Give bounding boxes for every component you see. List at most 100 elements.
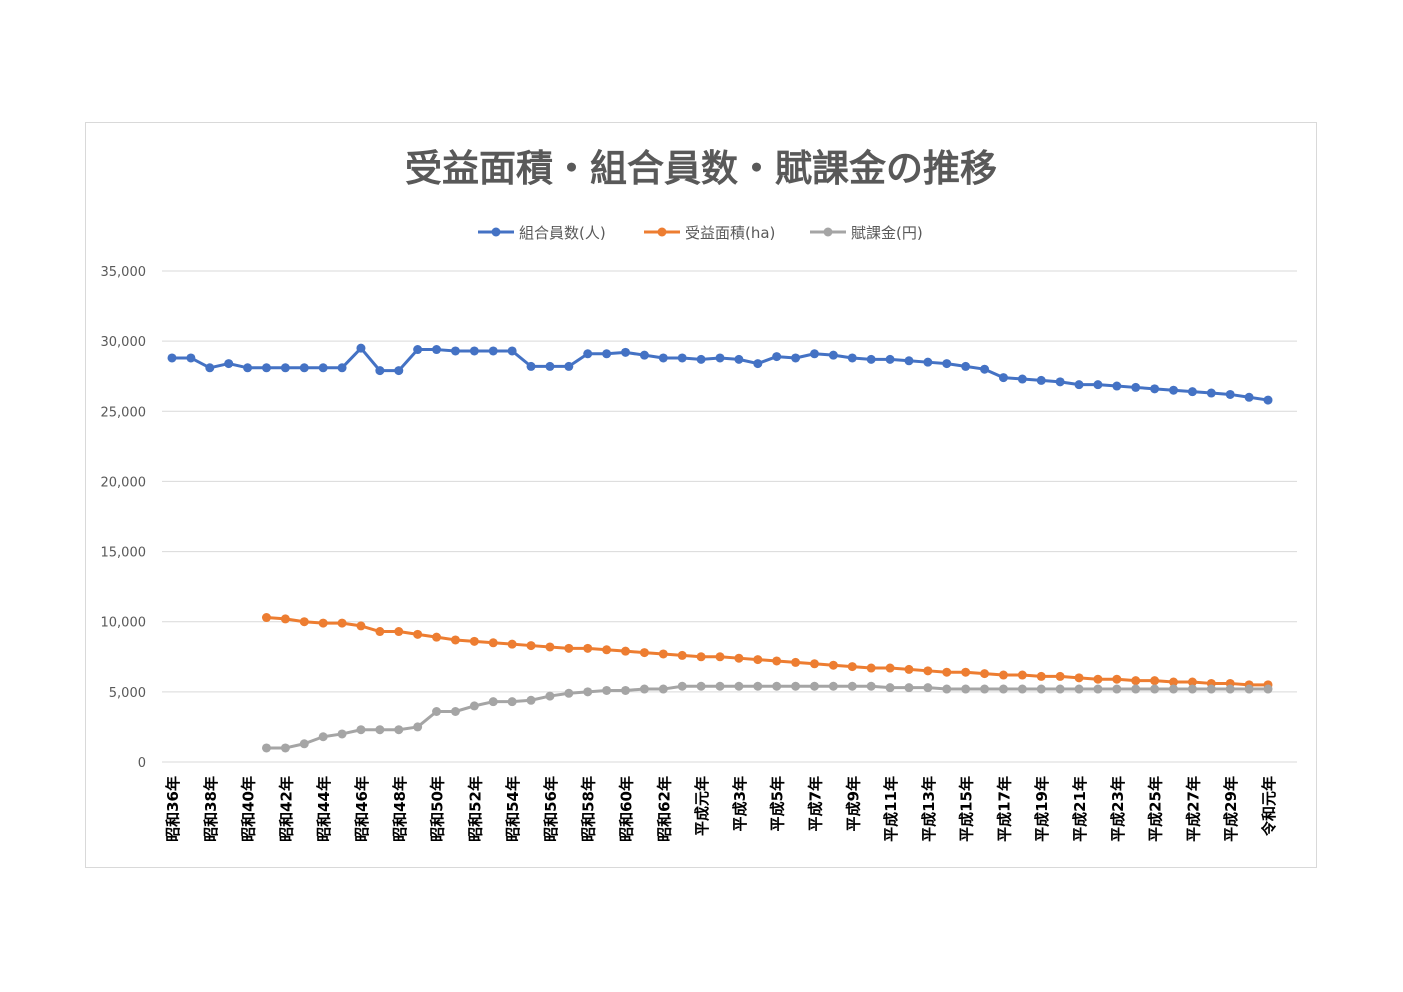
x-tick-label: 昭和36年 [164,776,182,842]
data-point [809,681,819,691]
data-point [299,739,309,749]
data-point [1187,677,1197,687]
x-tick-label: 昭和56年 [542,776,560,842]
data-point [961,684,971,694]
x-tick-label: 昭和60年 [618,776,636,842]
data-point [772,681,782,691]
data-point [507,346,517,356]
data-point [772,352,782,362]
data-point [904,664,914,674]
x-tick-label: 平成元年 [693,776,711,836]
data-point [980,669,990,679]
x-tick-label: 平成27年 [1184,776,1202,842]
data-point [772,656,782,666]
data-point [280,363,290,373]
x-tick-label: 平成13年 [920,776,938,842]
data-point [866,354,876,364]
data-point [1017,670,1027,680]
data-point [696,681,706,691]
y-tick-label: 15,000 [101,546,147,561]
data-point [696,652,706,662]
data-point [243,363,253,373]
data-point [904,356,914,366]
data-point [621,347,631,357]
data-point [885,354,895,364]
data-point [1036,375,1046,385]
x-axis: 昭和36年 昭和38年 昭和40年 昭和42年 昭和44年 昭和46年 昭和48年 昭和50年… [164,776,1278,842]
data-point [1036,671,1046,681]
x-tick-label: 昭和52年 [466,776,484,842]
data-point [469,636,479,646]
x-tick-label: 昭和50年 [429,776,447,842]
data-point [621,685,631,695]
data-point [658,353,668,363]
data-point [375,725,385,735]
data-point [488,346,498,356]
data-point [1244,392,1254,402]
legend-marker [491,227,501,237]
chart-title: 受益面積・組合員数・賦課金の推移 [405,147,997,190]
data-point [677,681,687,691]
data-point [942,359,952,369]
data-point [753,655,763,665]
data-point [507,697,517,707]
data-point [961,667,971,677]
data-point [1263,684,1273,694]
data-point [469,346,479,356]
data-point [356,621,366,631]
x-tick-label: 昭和48年 [391,776,409,842]
data-point [1036,684,1046,694]
data-point [696,354,706,364]
data-point [639,684,649,694]
x-tick-label: 昭和54年 [504,776,522,842]
data-point [1055,377,1065,387]
data-point [998,684,1008,694]
data-point [658,684,668,694]
x-tick-label: 昭和44年 [315,776,333,842]
data-point [526,695,536,705]
y-tick-label: 20,000 [101,475,147,490]
gridlines [162,270,1297,763]
data-point [394,725,404,735]
data-point [942,667,952,677]
data-point [1206,388,1216,398]
legend-marker [657,227,667,237]
data-point [280,743,290,753]
data-point [394,366,404,376]
data-point [1150,684,1160,694]
y-tick-label: 5,000 [109,686,146,701]
series-1 [167,343,1273,405]
data-point [261,363,271,373]
data-point [998,670,1008,680]
x-tick-label: 平成7年 [806,776,824,831]
data-point [1244,684,1254,694]
data-point [318,618,328,628]
data-point [413,345,423,355]
y-tick-label: 0 [138,756,146,771]
data-point [261,743,271,753]
x-tick-label: 昭和38年 [202,776,220,842]
data-point [1112,674,1122,684]
data-point [1150,384,1160,394]
data-point [564,361,574,371]
data-point [261,613,271,623]
data-point [998,373,1008,383]
data-point [658,649,668,659]
data-point [432,345,442,355]
data-point [1225,684,1235,694]
data-point [545,642,555,652]
data-point [413,629,423,639]
data-point [885,683,895,693]
data-point [1074,684,1084,694]
data-point [450,346,460,356]
data-point [299,363,309,373]
x-tick-label: 平成3年 [731,776,749,831]
data-point [337,363,347,373]
data-point [942,684,952,694]
data-point [1187,684,1197,694]
legend-label: 賦課金(円) [851,224,923,242]
x-tick-label: 昭和46年 [353,776,371,842]
data-point [1055,671,1065,681]
data-point [488,697,498,707]
data-point [507,639,517,649]
